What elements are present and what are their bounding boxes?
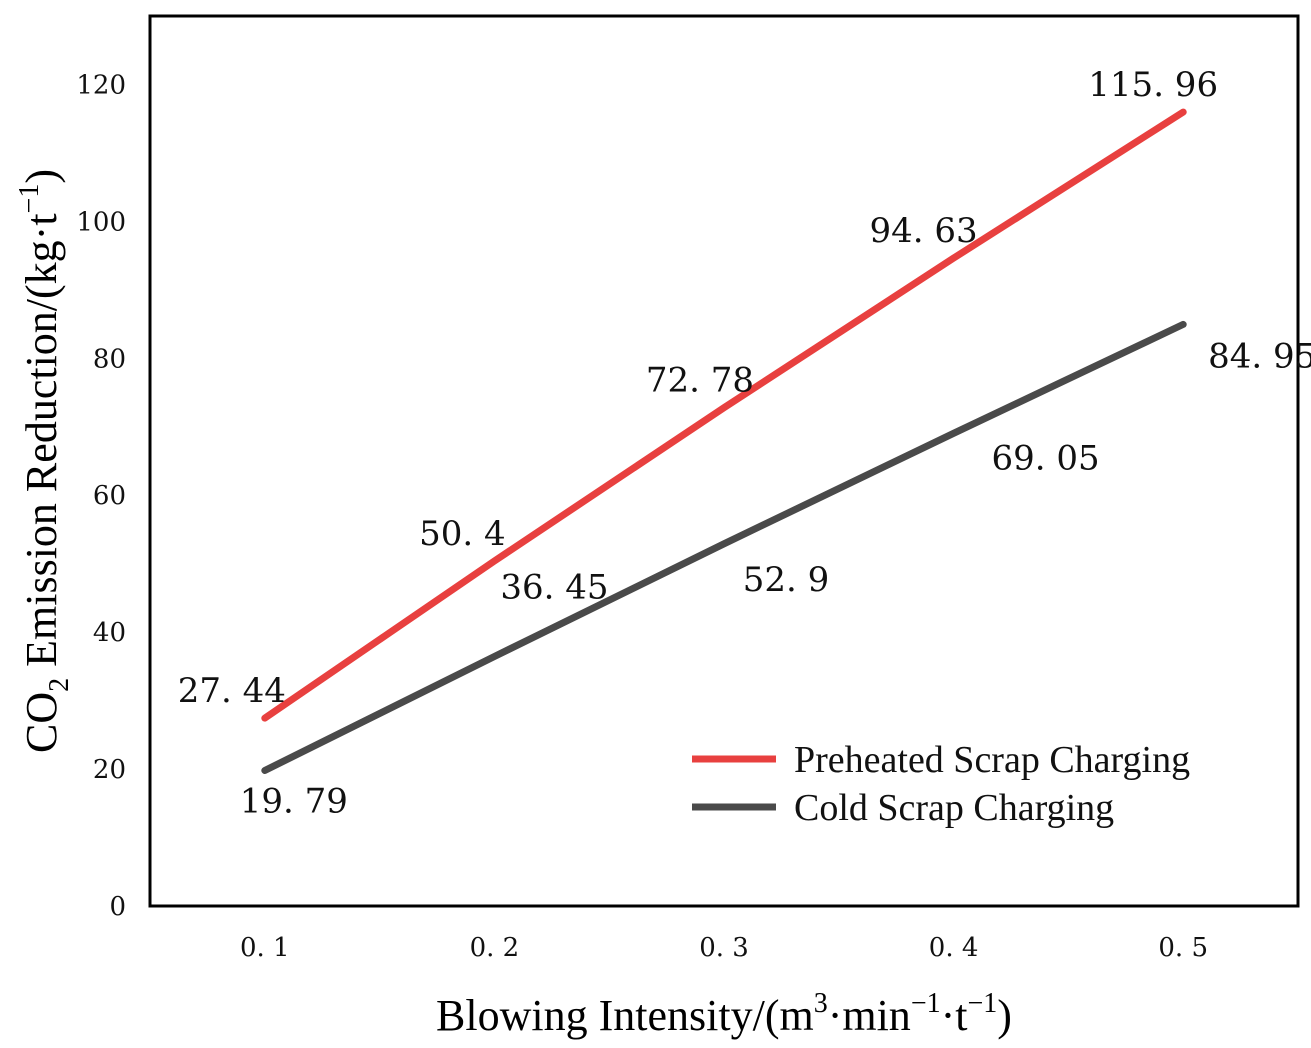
x-axis-title-mid1: ·min xyxy=(828,991,911,1040)
y-axis-title-mid: Emission Reduction/(kg·t xyxy=(17,213,66,677)
y-tick-label: 80 xyxy=(93,344,126,374)
y-tick-label: 40 xyxy=(93,618,126,648)
data-label-preheated: 115. 96 xyxy=(1088,65,1218,105)
y-axis-title: CO2 Emission Reduction/(kg·t−1) xyxy=(14,169,75,753)
series-line-preheated xyxy=(261,108,1187,722)
plot-frame xyxy=(148,14,1300,908)
y-tick-label: 100 xyxy=(76,207,126,237)
y-tick-label: 120 xyxy=(76,70,126,100)
x-axis-title-base: Blowing Intensity/(m xyxy=(436,991,814,1040)
legend: Preheated Scrap Charging Cold Scrap Char… xyxy=(692,739,1190,829)
x-axis-title-mid2: ·t xyxy=(941,991,968,1040)
y-tick-label: 20 xyxy=(93,755,126,785)
legend-label-preheated: Preheated Scrap Charging xyxy=(794,739,1190,781)
x-tick-label: 0. 4 xyxy=(929,933,979,963)
data-label-preheated: 27. 44 xyxy=(178,671,286,711)
y-axis-title-sup: −1 xyxy=(14,184,45,214)
x-axis-ticks: 0. 1 0. 2 0. 3 0. 4 0. 5 xyxy=(240,933,1208,963)
data-label-cold: 84. 95 xyxy=(1208,336,1311,376)
y-axis-ticks: 0 20 40 60 80 100 120 xyxy=(76,70,126,922)
x-axis-title: Blowing Intensity/(m3·min−1·t−1) xyxy=(436,988,1012,1040)
data-label-preheated: 94. 63 xyxy=(870,211,978,251)
x-tick-label: 0. 3 xyxy=(699,933,749,963)
x-axis-title-sup1: 3 xyxy=(814,988,828,1019)
x-tick-label: 0. 1 xyxy=(240,933,290,963)
data-label-cold: 19. 79 xyxy=(240,782,348,822)
data-label-preheated: 72. 78 xyxy=(646,361,754,401)
data-labels: 27. 44 50. 4 72. 78 94. 63 115. 96 19. 79 36. … xyxy=(178,65,1311,821)
legend-label-cold: Cold Scrap Charging xyxy=(794,787,1114,829)
series-line-cold xyxy=(261,320,1187,774)
y-axis-title-base: CO xyxy=(17,692,66,753)
x-axis-title-sup2: −1 xyxy=(911,988,941,1019)
y-axis-title-sub: 2 xyxy=(44,678,75,692)
x-tick-label: 0. 5 xyxy=(1158,933,1208,963)
series-lines xyxy=(261,108,1187,774)
data-label-cold: 69. 05 xyxy=(992,438,1100,478)
data-label-cold: 36. 45 xyxy=(500,567,608,607)
y-tick-label: 0 xyxy=(109,892,126,922)
y-tick-label: 60 xyxy=(93,481,126,511)
x-tick-label: 0. 2 xyxy=(470,933,520,963)
data-label-cold: 52. 9 xyxy=(743,560,830,600)
x-axis-title-sup3: −1 xyxy=(968,988,998,1019)
x-axis-title-end: ) xyxy=(997,991,1012,1040)
y-axis-title-end: ) xyxy=(17,169,66,184)
data-label-preheated: 50. 4 xyxy=(419,514,506,554)
